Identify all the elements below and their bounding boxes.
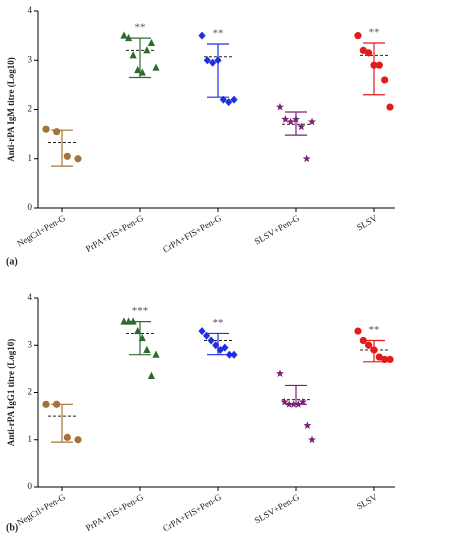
data-point [74, 155, 82, 163]
data-point [302, 154, 311, 163]
x-tick-label: SLSV [355, 492, 379, 512]
data-point [124, 317, 133, 325]
y-tick-label: 0 [28, 481, 33, 491]
x-tick-label: CrPA+FIS+Pen-G [161, 213, 223, 255]
y-tick-label: 3 [28, 54, 33, 64]
x-tick-label: SLSV+Pen-G [253, 492, 302, 526]
data-point [202, 331, 211, 340]
significance-label: ** [213, 28, 224, 40]
data-point [375, 61, 383, 69]
x-tick-label: CrPA+FIS+Pen-G [161, 492, 223, 534]
y-axis-label: Anti-rPA IgG1 titre (Log10) [6, 339, 16, 446]
x-tick-label: SLSV+Pen-G [253, 213, 302, 247]
data-point [292, 115, 300, 123]
data-point [74, 436, 82, 444]
data-point [120, 317, 128, 325]
data-point [308, 117, 316, 126]
data-point [276, 102, 284, 111]
significance-label: ** [369, 324, 380, 336]
data-point [42, 400, 50, 408]
x-tick-label: PrPA+FIS+Pen-G [84, 213, 146, 254]
data-point [212, 341, 220, 350]
data-point [386, 355, 394, 364]
data-point [134, 65, 142, 74]
data-point [308, 435, 316, 444]
panel-label: (a) [6, 256, 18, 267]
data-point [365, 341, 373, 349]
data-point [120, 31, 128, 39]
data-point [129, 317, 137, 325]
data-point [147, 38, 156, 47]
data-point [289, 400, 298, 408]
significance-label: ** [369, 27, 380, 39]
data-point [134, 326, 142, 335]
data-point [152, 350, 160, 358]
significance-label: *** [132, 305, 149, 317]
data-point [281, 115, 290, 123]
data-point [381, 76, 389, 84]
data-point [297, 122, 306, 131]
y-axis-label: Anti-rPA IgM titre (Log10) [6, 57, 16, 161]
data-point [198, 31, 206, 40]
x-tick-label: NegCtl+Pen-G [15, 213, 67, 249]
data-point [143, 46, 151, 54]
data-point [354, 32, 362, 40]
data-point [280, 397, 289, 406]
data-point [365, 49, 373, 57]
data-point [203, 56, 211, 65]
y-tick-label: 2 [28, 387, 33, 397]
data-point [147, 371, 156, 379]
data-point [225, 350, 234, 359]
significance-label: ** [135, 22, 146, 34]
data-point [214, 56, 222, 65]
data-point [230, 95, 238, 104]
y-tick-label: 2 [28, 104, 33, 114]
data-point [370, 61, 378, 69]
data-point [381, 355, 389, 364]
y-tick-label: 3 [28, 339, 33, 349]
data-point [63, 152, 71, 160]
significance-label: ** [213, 317, 224, 329]
data-point [386, 103, 394, 111]
data-point [152, 63, 160, 71]
data-point [230, 350, 238, 359]
data-point [138, 68, 146, 76]
data-point [225, 98, 233, 107]
data-point [359, 336, 367, 345]
x-tick-label: PrPA+FIS+Pen-G [84, 492, 146, 533]
data-point [221, 343, 229, 352]
data-point [53, 400, 61, 408]
y-tick-label: 1 [28, 434, 33, 444]
data-point [138, 333, 146, 342]
x-tick-label: SLSV [355, 213, 379, 233]
data-point [303, 421, 312, 429]
data-point [207, 336, 215, 345]
data-point [294, 400, 303, 408]
data-point [143, 345, 151, 353]
data-point [53, 128, 61, 136]
panel-label: (b) [6, 522, 18, 533]
data-point [209, 58, 217, 67]
y-tick-label: 4 [28, 5, 33, 15]
data-point [129, 51, 137, 59]
data-point [370, 346, 378, 354]
data-point [298, 397, 307, 406]
data-point [42, 125, 50, 133]
data-point [285, 400, 294, 408]
data-point [219, 95, 227, 104]
data-point [286, 117, 295, 126]
x-tick-label: NegCtl+Pen-G [15, 492, 67, 528]
data-point [276, 369, 284, 377]
y-tick-label: 0 [28, 202, 33, 212]
data-point [354, 327, 362, 335]
data-point [198, 327, 206, 336]
data-point [63, 433, 71, 441]
y-tick-label: 4 [28, 292, 33, 302]
y-tick-label: 1 [28, 153, 33, 163]
data-point [124, 33, 133, 42]
